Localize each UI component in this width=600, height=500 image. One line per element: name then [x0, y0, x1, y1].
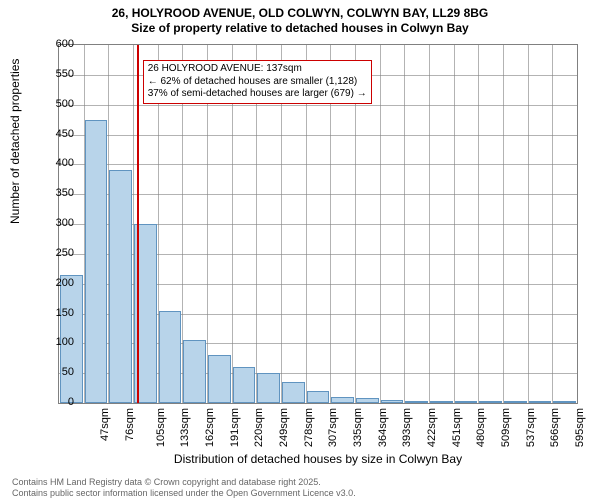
- grid-line-v: [478, 45, 479, 403]
- y-tick-label: 100: [44, 336, 74, 348]
- annotation-line: 26 HOLYROOD AVENUE: 137sqm: [148, 63, 367, 76]
- y-tick-label: 150: [44, 307, 74, 319]
- histogram-bar: [331, 397, 354, 403]
- x-tick-label: 105sqm: [155, 408, 167, 447]
- histogram-bar: [529, 401, 552, 403]
- grid-line-v: [380, 45, 381, 403]
- x-tick-label: 335sqm: [352, 408, 364, 447]
- x-tick-label: 566sqm: [549, 408, 561, 447]
- histogram-bar: [257, 373, 280, 403]
- histogram-bar: [479, 401, 502, 403]
- x-tick-label: 191sqm: [229, 408, 241, 447]
- y-tick-label: 450: [44, 128, 74, 140]
- y-tick-label: 0: [44, 396, 74, 408]
- annotation-box: 26 HOLYROOD AVENUE: 137sqm← 62% of detac…: [143, 60, 372, 104]
- x-tick-label: 249sqm: [278, 408, 290, 447]
- reference-line: [137, 45, 139, 403]
- y-tick-label: 300: [44, 217, 74, 229]
- x-tick-label: 76sqm: [124, 408, 136, 441]
- y-tick-label: 350: [44, 187, 74, 199]
- y-tick-label: 600: [44, 38, 74, 50]
- y-tick-label: 50: [44, 366, 74, 378]
- footer-line-2: Contains public sector information licen…: [12, 488, 356, 499]
- x-tick-label: 47sqm: [99, 408, 111, 441]
- grid-line-v: [454, 45, 455, 403]
- histogram-bar: [159, 311, 182, 403]
- histogram-bar: [85, 120, 108, 403]
- grid-line-v: [552, 45, 553, 403]
- x-tick-label: 422sqm: [426, 408, 438, 447]
- plot-area: 26 HOLYROOD AVENUE: 137sqm← 62% of detac…: [58, 44, 578, 404]
- grid-line-v: [503, 45, 504, 403]
- y-axis-label: Number of detached properties: [8, 59, 22, 224]
- x-tick-label: 364sqm: [377, 408, 389, 447]
- histogram-bar: [455, 401, 478, 403]
- y-tick-label: 250: [44, 247, 74, 259]
- histogram-bar: [183, 340, 206, 403]
- title-line-2: Size of property relative to detached ho…: [0, 21, 600, 36]
- x-tick-label: 307sqm: [327, 408, 339, 447]
- y-tick-label: 500: [44, 98, 74, 110]
- y-tick-label: 400: [44, 157, 74, 169]
- title-block: 26, HOLYROOD AVENUE, OLD COLWYN, COLWYN …: [0, 0, 600, 36]
- grid-line-v: [404, 45, 405, 403]
- x-tick-label: 133sqm: [179, 408, 191, 447]
- x-tick-label: 480sqm: [475, 408, 487, 447]
- histogram-bar: [208, 355, 231, 403]
- x-tick-label: 451sqm: [451, 408, 463, 447]
- histogram-bar: [233, 367, 256, 403]
- chart-container: 26, HOLYROOD AVENUE, OLD COLWYN, COLWYN …: [0, 0, 600, 500]
- grid-line-v: [528, 45, 529, 403]
- y-tick-label: 200: [44, 277, 74, 289]
- x-tick-label: 220sqm: [253, 408, 265, 447]
- footer-line-1: Contains HM Land Registry data © Crown c…: [12, 477, 321, 488]
- y-tick-label: 550: [44, 68, 74, 80]
- histogram-bar: [109, 170, 132, 403]
- histogram-bar: [504, 401, 527, 403]
- grid-line-v: [429, 45, 430, 403]
- histogram-bar: [553, 401, 576, 403]
- histogram-bar: [282, 382, 305, 403]
- x-tick-label: 162sqm: [204, 408, 216, 447]
- x-tick-label: 393sqm: [401, 408, 413, 447]
- histogram-bar: [430, 401, 453, 403]
- x-tick-label: 509sqm: [500, 408, 512, 447]
- histogram-bar: [307, 391, 330, 403]
- x-tick-label: 278sqm: [303, 408, 315, 447]
- x-axis-label: Distribution of detached houses by size …: [58, 452, 578, 466]
- histogram-bar: [405, 401, 428, 403]
- x-tick-label: 595sqm: [574, 408, 586, 447]
- annotation-line: ← 62% of detached houses are smaller (1,…: [148, 76, 367, 89]
- histogram-bar: [356, 398, 379, 403]
- x-tick-label: 537sqm: [525, 408, 537, 447]
- title-line-1: 26, HOLYROOD AVENUE, OLD COLWYN, COLWYN …: [0, 6, 600, 21]
- annotation-line: 37% of semi-detached houses are larger (…: [148, 88, 367, 101]
- histogram-bar: [381, 400, 404, 403]
